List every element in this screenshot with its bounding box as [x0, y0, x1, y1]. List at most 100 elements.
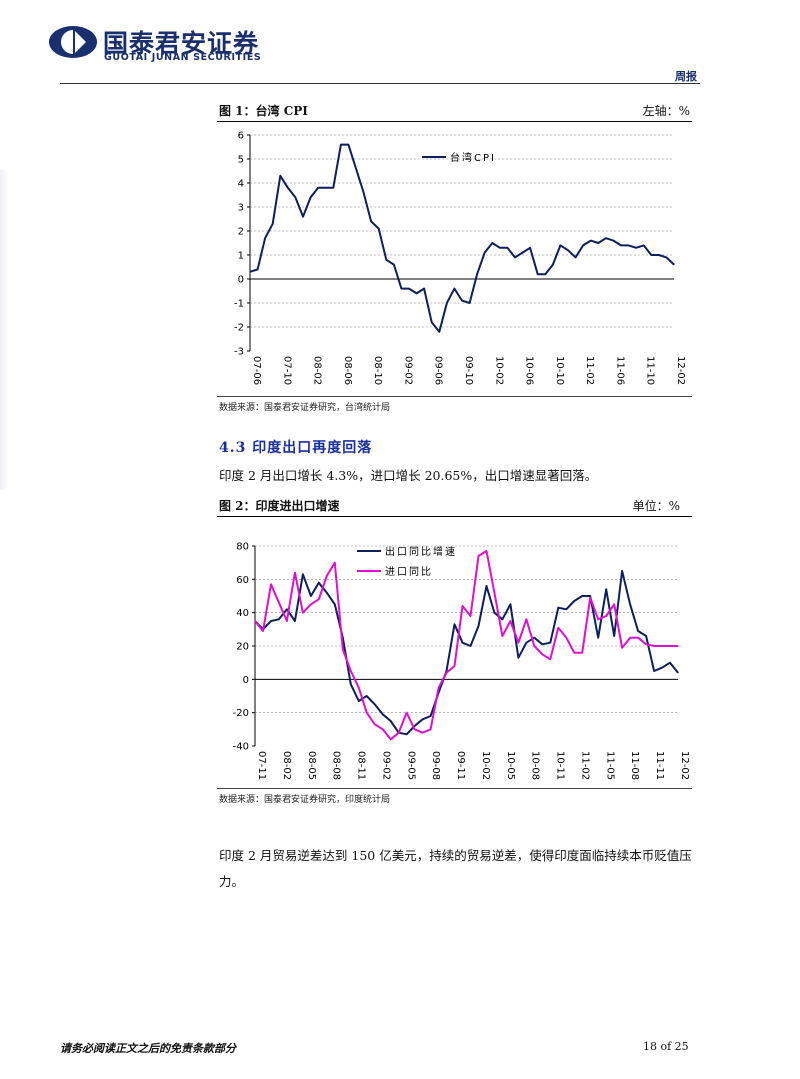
data-point [332, 187, 334, 189]
x-tick-label: 08-02 [281, 751, 292, 780]
data-point [525, 618, 527, 620]
data-point [605, 588, 607, 590]
figure1-title: 图 1：台湾 CPI [219, 104, 308, 118]
data-point [249, 271, 251, 273]
data-point [446, 302, 448, 304]
data-point [559, 244, 561, 246]
y-tick-label: 60 [236, 575, 249, 586]
data-point [294, 572, 296, 574]
footer-disclaimer: 请务必阅读正文之后的免责条款部分 [60, 1042, 236, 1055]
data-point [414, 728, 416, 730]
x-tick-label: 09-06 [433, 356, 444, 385]
y-tick-label: 0 [238, 275, 244, 286]
data-point [529, 247, 531, 249]
data-point [461, 300, 463, 302]
data-point [645, 643, 647, 645]
data-point [506, 247, 508, 249]
data-point [669, 645, 671, 647]
y-tick-label: -20 [233, 708, 249, 719]
data-point [509, 603, 511, 605]
data-point [537, 273, 539, 275]
data-point [254, 620, 256, 622]
data-point [431, 321, 433, 323]
data-point [665, 256, 667, 258]
data-point [294, 196, 296, 198]
x-tick-label: 11-06 [614, 356, 625, 385]
data-point [366, 712, 368, 714]
data-point [573, 652, 575, 654]
data-point [477, 625, 480, 627]
y-tick-label: -3 [234, 347, 244, 358]
data-point [541, 653, 543, 655]
data-point [612, 240, 614, 242]
body-paragraph: 印度 2 月贸易逆差达到 150 亿美元，持续的贸易逆差，使得印度面临持续本币贬… [219, 848, 692, 889]
y-tick-label: 1 [238, 251, 244, 262]
data-point [549, 658, 551, 660]
data-point [390, 720, 392, 722]
data-point [477, 555, 480, 557]
data-point [400, 288, 402, 290]
y-tick-label: -2 [234, 323, 244, 334]
y-tick-label: 20 [236, 642, 249, 653]
x-tick-label: 09-11 [455, 751, 466, 780]
data-point [476, 273, 478, 275]
data-point [278, 618, 280, 620]
figure2-title: 图 2：印度进出口增速 [219, 499, 340, 513]
data-point [509, 620, 511, 622]
data-point [358, 700, 360, 702]
data-point [605, 615, 607, 617]
data-point [669, 662, 671, 664]
data-point [469, 302, 471, 304]
data-point [453, 623, 456, 625]
data-point [643, 244, 645, 246]
x-tick-label: 09-02 [380, 751, 391, 780]
x-tick-label: 11-11 [654, 751, 665, 780]
data-point [279, 175, 281, 177]
x-tick-label: 10-10 [554, 356, 565, 385]
data-point [469, 645, 472, 647]
data-point [378, 228, 380, 230]
data-point [310, 595, 312, 597]
figure2-top-rule [217, 516, 692, 517]
data-point [422, 718, 424, 720]
x-tick-label: 09-05 [405, 751, 416, 780]
data-point [629, 637, 631, 639]
data-point [493, 592, 495, 594]
data-point [597, 242, 599, 244]
data-point [453, 665, 456, 667]
data-point [326, 592, 328, 594]
data-point [485, 550, 488, 552]
y-tick-label: -40 [233, 742, 249, 753]
data-point [363, 192, 365, 194]
header-divider [60, 83, 700, 84]
data-point [522, 252, 524, 254]
data-point [318, 582, 320, 584]
data-point [294, 620, 296, 622]
x-tick-label: 10-02 [480, 751, 491, 780]
y-tick-label: -1 [234, 299, 244, 310]
data-point [334, 562, 336, 564]
data-point [565, 608, 567, 610]
data-point [398, 732, 400, 734]
data-point [262, 630, 264, 632]
data-point [629, 603, 631, 605]
y-tick-label: 6 [238, 131, 244, 142]
company-logo [48, 24, 288, 64]
data-point [461, 642, 464, 644]
data-point [302, 612, 304, 614]
data-point [430, 728, 432, 730]
data-point [501, 635, 503, 637]
data-point [658, 254, 660, 256]
data-point [350, 670, 352, 672]
x-tick-label: 10-08 [530, 751, 541, 780]
series-line [254, 550, 678, 741]
data-point [382, 728, 384, 730]
y-tick-label: 80 [236, 542, 249, 553]
taiwan-cpi-chart: 6 5 4 3 2 1 0 -1 -2 -3 07-06 07-10 08-02 08-06 08-10 09… [234, 131, 686, 386]
data-point [445, 672, 448, 674]
data-point [590, 240, 592, 242]
data-point [385, 259, 387, 261]
data-point [613, 603, 615, 605]
figure2-source: 数据来源：国泰君安证券研究，印度统计局 [219, 795, 391, 805]
data-point [557, 607, 559, 609]
